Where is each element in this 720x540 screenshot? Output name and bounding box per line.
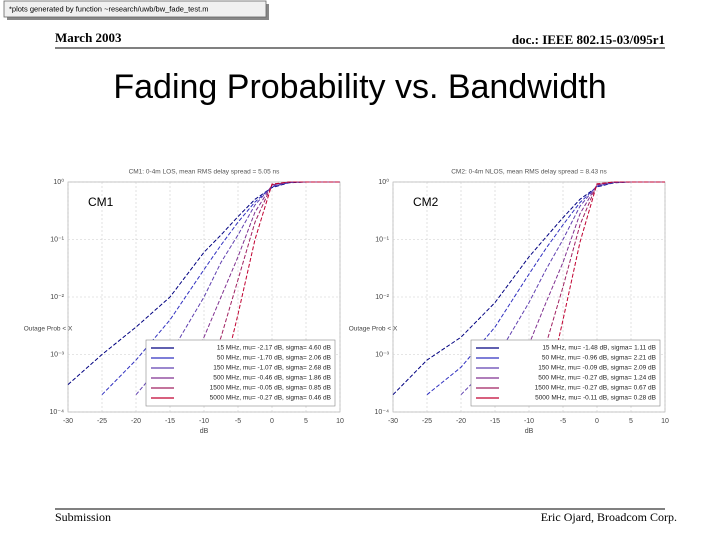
y-tick-label: 10⁻² — [50, 294, 64, 301]
legend-label: 500 MHz, mu= -0.27 dB, sigma= 1.24 dB — [538, 375, 656, 382]
x-tick-label: -30 — [63, 418, 73, 425]
x-tick-label: 0 — [595, 418, 599, 425]
x-tick-label: 5 — [304, 418, 308, 425]
x-tick-label: 5 — [629, 418, 633, 425]
chart-title: CM2: 0-4m NLOS, mean RMS delay spread = … — [451, 169, 607, 176]
x-tick-label: 10 — [661, 418, 669, 425]
chart-annotation: CM2 — [413, 195, 439, 209]
header-date: March 2003 — [55, 30, 122, 45]
chart-title: CM1: 0-4m LOS, mean RMS delay spread = 5… — [129, 169, 281, 176]
x-tick-label: -25 — [422, 418, 432, 425]
header-doc: doc.: IEEE 802.15-03/095r1 — [512, 32, 665, 47]
note-box — [3, 0, 267, 18]
legend-label: 1500 MHz, mu= -0.27 dB, sigma= 0.67 dB — [535, 385, 656, 392]
x-tick-label: -20 — [456, 418, 466, 425]
x-axis-label: dB — [525, 428, 534, 435]
x-tick-label: -10 — [524, 418, 534, 425]
y-tick-label: 10⁻³ — [375, 351, 389, 358]
series-line — [203, 181, 340, 385]
x-tick-label: -10 — [199, 418, 209, 425]
series-line — [67, 181, 340, 385]
legend-label: 150 MHz, mu= -0.09 dB, sigma= 2.09 dB — [538, 365, 656, 372]
y-tick-label: 10⁻⁴ — [50, 409, 65, 416]
x-tick-label: -5 — [560, 418, 566, 425]
y-axis-label: Outage Prob < X — [349, 326, 398, 333]
x-axis-label: dB — [200, 428, 209, 435]
legend-label: 50 MHz, mu= -0.96 dB, sigma= 2.21 dB — [542, 355, 656, 362]
series-line — [220, 181, 340, 385]
x-tick-label: -15 — [165, 418, 175, 425]
legend-label: 500 MHz, mu= -0.46 dB, sigma= 1.86 dB — [213, 375, 331, 382]
x-tick-label: -30 — [388, 418, 398, 425]
legend-label: 5000 MHz, mu= -0.11 dB, sigma= 0.28 dB — [535, 395, 656, 402]
legend-label: 1500 MHz, mu= -0.05 dB, sigma= 0.85 dB — [210, 385, 331, 392]
legend-box — [470, 339, 661, 407]
y-tick-label: 10⁻¹ — [375, 236, 389, 243]
footer-right: Eric Ojard, Broadcom Corp. — [541, 510, 677, 524]
footer-left: Submission — [55, 510, 111, 524]
legend-label: 15 MHz, mu= -2.17 dB, sigma= 4.60 dB — [217, 345, 331, 352]
legend-label: 50 MHz, mu= -1.70 dB, sigma= 2.06 dB — [217, 355, 331, 362]
series-line — [545, 181, 665, 395]
x-tick-label: -5 — [235, 418, 241, 425]
x-tick-label: -15 — [490, 418, 500, 425]
y-tick-label: 10⁰ — [53, 178, 64, 186]
series-line — [169, 181, 340, 395]
y-tick-label: 10⁻³ — [50, 351, 64, 358]
y-tick-label: 10⁻⁴ — [375, 409, 390, 416]
note: *plots generated by function ~research/u… — [9, 4, 209, 13]
y-tick-label: 10⁰ — [378, 178, 389, 186]
chart-annotation: CM1 — [88, 195, 114, 209]
x-tick-label: -20 — [131, 418, 141, 425]
legend-label: 150 MHz, mu= -1.07 dB, sigma= 2.68 dB — [213, 365, 331, 372]
x-tick-label: 0 — [270, 418, 274, 425]
legend-label: 5000 MHz, mu= -0.27 dB, sigma= 0.46 dB — [210, 395, 331, 402]
slide-title: Fading Probability vs. Bandwidth — [113, 68, 606, 106]
y-tick-label: 10⁻¹ — [50, 236, 64, 243]
series-line — [494, 181, 665, 395]
legend-box — [145, 339, 336, 407]
y-tick-label: 10⁻² — [375, 294, 389, 301]
legend-label: 15 MHz, mu= -1.48 dB, sigma= 1.11 dB — [542, 345, 656, 352]
y-axis-label: Outage Prob < X — [24, 326, 73, 333]
x-tick-label: -25 — [97, 418, 107, 425]
x-tick-label: 10 — [336, 418, 344, 425]
